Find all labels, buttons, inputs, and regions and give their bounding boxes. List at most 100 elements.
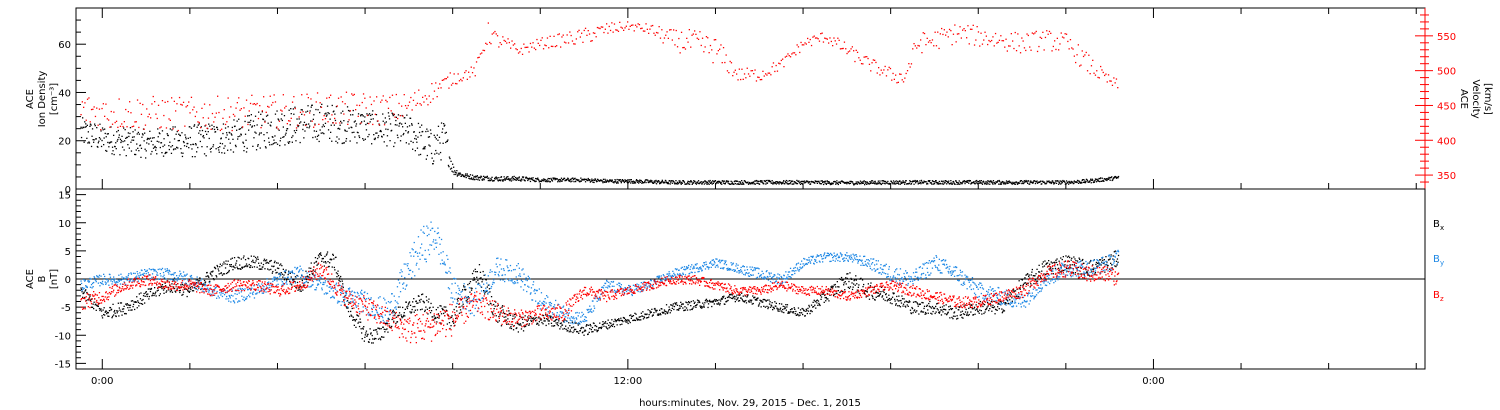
- bx-point: [528, 324, 530, 326]
- bx-point: [406, 306, 408, 308]
- bx-point: [355, 326, 357, 328]
- bx-point: [373, 329, 375, 331]
- density-point: [450, 167, 453, 169]
- density-point: [676, 183, 678, 185]
- bx-point: [364, 336, 366, 338]
- bx-point: [582, 327, 585, 329]
- bx-point: [344, 303, 346, 305]
- bx-point: [103, 313, 105, 316]
- bx-point: [264, 260, 267, 262]
- density-point: [917, 181, 919, 183]
- density-point: [962, 180, 965, 182]
- density-point: [938, 183, 940, 185]
- bx-point: [110, 308, 113, 310]
- velocity-point: [365, 107, 367, 109]
- density-point: [559, 181, 561, 183]
- bx-point: [207, 275, 209, 277]
- bx-point: [424, 310, 426, 313]
- bx-point: [86, 291, 88, 294]
- density-point: [506, 178, 508, 180]
- velocity-point: [703, 51, 705, 53]
- density-point: [117, 138, 119, 141]
- bx-point: [486, 290, 488, 293]
- density-point: [235, 145, 237, 148]
- density-point: [113, 134, 115, 136]
- velocity-point: [502, 36, 504, 38]
- density-point: [120, 140, 123, 142]
- density-point: [796, 179, 798, 182]
- density-point: [1069, 181, 1071, 183]
- bx-point: [994, 313, 996, 315]
- density-point: [999, 180, 1001, 183]
- bx-point: [663, 312, 665, 314]
- density-point: [89, 123, 92, 125]
- density-point: [880, 183, 883, 186]
- density-point: [932, 183, 935, 185]
- density-point: [370, 114, 372, 117]
- density-point: [1111, 176, 1113, 178]
- density-point: [473, 175, 475, 178]
- bx-point: [714, 298, 716, 301]
- density-point: [356, 142, 358, 144]
- density-point: [991, 182, 993, 184]
- density-point: [497, 180, 499, 182]
- density-point: [607, 180, 609, 182]
- bx-point: [326, 253, 328, 255]
- velocity-point: [1082, 55, 1085, 58]
- density-point: [418, 154, 420, 156]
- density-point: [535, 180, 537, 182]
- density-point: [501, 179, 503, 181]
- bx-point: [502, 309, 504, 311]
- density-point: [824, 180, 826, 183]
- density-point: [1107, 177, 1109, 180]
- bx-point: [522, 330, 525, 332]
- bx-point: [939, 311, 941, 313]
- density-ylabel-line-3: [cm⁻³]: [49, 83, 60, 115]
- bx-point: [1093, 267, 1095, 269]
- bx-point: [993, 300, 995, 302]
- bx-point: [342, 283, 344, 285]
- bx-point: [426, 308, 428, 310]
- density-point: [669, 183, 671, 185]
- bx-point: [829, 294, 831, 296]
- bx-point: [322, 257, 324, 260]
- bx-point: [365, 330, 368, 332]
- bx-point: [552, 317, 554, 319]
- bx-point: [164, 282, 166, 284]
- density-point: [551, 180, 554, 182]
- density-point: [312, 136, 314, 139]
- bx-point: [830, 286, 833, 288]
- bx-point: [409, 311, 411, 313]
- density-point: [152, 144, 154, 146]
- density-point: [109, 141, 112, 143]
- density-point: [361, 114, 363, 116]
- density-point: [176, 146, 178, 148]
- density-point: [985, 180, 987, 183]
- density-point: [655, 179, 657, 182]
- density-point: [602, 178, 605, 180]
- velocity-point: [364, 97, 366, 99]
- b-tick-label: 5: [65, 247, 71, 258]
- density-point: [923, 180, 925, 182]
- bx-point: [137, 300, 139, 302]
- bx-point: [937, 302, 939, 305]
- bx-point: [764, 306, 766, 308]
- density-point: [449, 168, 452, 170]
- density-point: [719, 180, 721, 183]
- density-point: [1036, 180, 1038, 182]
- bx-point: [751, 303, 753, 305]
- by-point: [86, 286, 88, 289]
- density-point: [621, 180, 623, 182]
- density-point: [818, 182, 821, 184]
- velocity-point: [563, 41, 566, 43]
- bx-point: [917, 305, 919, 307]
- bx-point: [1091, 271, 1093, 273]
- bx-point: [799, 309, 802, 311]
- density-point: [490, 179, 493, 181]
- bx-point: [557, 324, 559, 327]
- velocity-point: [316, 92, 319, 94]
- bx-point: [265, 259, 268, 261]
- velocity-point: [981, 43, 984, 45]
- velocity-point: [450, 84, 453, 86]
- bx-point: [869, 285, 872, 287]
